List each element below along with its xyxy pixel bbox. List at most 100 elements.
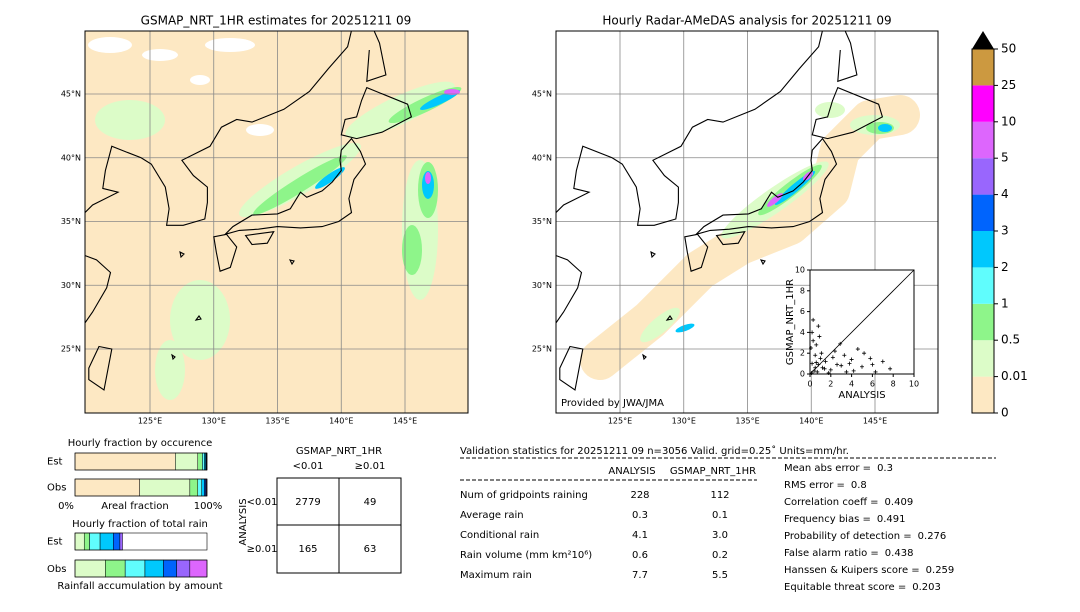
map-shape: [95, 100, 165, 140]
y-tick-label: 2: [800, 349, 805, 358]
scatter-point: [809, 346, 814, 350]
scatter-point: [826, 370, 831, 375]
colorbar-segment: [972, 85, 994, 122]
x-tick-label: 2: [828, 380, 833, 389]
scatter-point: [862, 351, 867, 356]
fraction-segment: [201, 478, 205, 497]
scatter-point: [832, 349, 837, 354]
row-label: Est: [47, 537, 63, 548]
colorbar-label: 50: [1001, 42, 1016, 56]
contingency-table: GSMAP_NRT_1HR <0.01 ≥0.01 ANALYSIS <0.01…: [238, 446, 402, 574]
score-value: 0.438: [885, 548, 914, 559]
fraction-segment: [113, 532, 121, 551]
map-title: GSMAP_NRT_1HR estimates for 20251211 09: [141, 14, 412, 28]
scatter-point: [815, 369, 820, 374]
score: Correlation coeff = 0.409: [784, 497, 913, 508]
map-shape: [85, 31, 468, 413]
x-tick-label: 6: [870, 380, 875, 389]
score-value: 0.409: [885, 497, 914, 508]
scatter-point: [812, 368, 817, 373]
scatter-point: [880, 359, 885, 364]
map-shape: [253, 155, 347, 215]
row-label: Obs: [47, 564, 66, 575]
lon-label: 125°E: [138, 417, 162, 426]
fraction-segment: [99, 532, 114, 551]
panel-title: Hourly fraction of total rain: [72, 519, 208, 530]
map-shape: [444, 89, 460, 95]
scatter-point: [820, 365, 825, 370]
row-value: 112: [710, 490, 729, 501]
map-left: [84, 30, 469, 414]
colorbar-segment: [972, 303, 994, 341]
lon-label: 135°E: [735, 417, 759, 426]
x-tick-label: 10: [909, 380, 919, 389]
column-header: ≥0.01: [355, 461, 386, 472]
fraction-segment: [197, 452, 203, 471]
lat-label: 45°N: [532, 90, 552, 99]
scatter-point: [830, 355, 835, 360]
scatter-point: [870, 362, 875, 367]
row-value: 3.0: [712, 530, 728, 541]
lat-label: 25°N: [532, 345, 552, 354]
scatter-point: [818, 356, 823, 361]
scatter-point: [842, 353, 847, 358]
y-tick-label: 10: [795, 266, 805, 275]
row-value: 228: [630, 490, 649, 501]
fraction-segment: [202, 452, 205, 471]
colorbar-segment: [972, 267, 994, 304]
score: Probability of detection = 0.276: [784, 531, 946, 542]
x-tick-label: 0: [807, 380, 812, 389]
colorbar-label: 0.01: [1001, 369, 1028, 383]
axis-label: 100%: [194, 501, 223, 512]
table-title: GSMAP_NRT_1HR: [296, 446, 382, 457]
map-shape: [419, 90, 461, 110]
score-label: Probability of detection =: [784, 531, 912, 542]
score: Equitable threat score = 0.203: [784, 582, 941, 593]
scatter-point: [835, 362, 840, 367]
map-right: Provided by JWA/JMA ANALYSIS GSMAP_NRT_1…: [555, 30, 939, 414]
colorbar-label: 0: [1001, 406, 1009, 420]
scatter-point: [817, 334, 822, 339]
score-value: 0.259: [926, 565, 955, 576]
bar-frame: [74, 452, 208, 471]
scatter-point: [860, 364, 864, 369]
scatter-point: [823, 359, 828, 364]
fraction-segment: [74, 452, 176, 471]
score-label: Frequency bias =: [784, 514, 871, 525]
lon-label: 130°E: [202, 417, 226, 426]
x-tick-label: 4: [849, 380, 854, 389]
scatter-point: [849, 357, 854, 362]
colorbar-extend: [972, 31, 994, 49]
lat-label: 40°N: [61, 153, 81, 162]
colorbar-segment: [972, 231, 994, 268]
row-value: 0.2: [712, 550, 728, 561]
credit: Provided by JWA/JMA: [561, 398, 664, 409]
bar-frame: [74, 532, 208, 551]
scatter-point: [839, 363, 844, 368]
colorbar-label: 2: [1001, 260, 1009, 274]
map-shape: [142, 49, 178, 61]
map-shape: [556, 31, 938, 413]
row-title: ANALYSIS: [238, 498, 249, 545]
fraction-segment: [175, 452, 199, 471]
score: False alarm ratio = 0.438: [784, 548, 913, 559]
lon-label: 130°E: [672, 417, 696, 426]
row-label: Obs: [47, 483, 66, 494]
axis-label: 0%: [58, 501, 74, 512]
fraction-segment: [197, 478, 202, 497]
scores: Mean abs error = 0.3 RMS error = 0.8 Correla…: [784, 463, 954, 593]
score: RMS error = 0.8: [784, 480, 867, 491]
map-shape: [315, 167, 345, 189]
map-frame: [84, 30, 469, 414]
scatter-point: [810, 330, 815, 335]
fraction-segment: [74, 559, 106, 578]
fraction-segment: [119, 532, 123, 551]
y-tick-label: 4: [800, 328, 805, 337]
fraction-panel: Hourly fraction by occurence Hourly frac…: [47, 438, 223, 592]
row-value: 0.3: [632, 510, 648, 521]
colorbar-label: 5: [1001, 151, 1009, 165]
row-value: 4.1: [632, 530, 648, 541]
scatter-point: [828, 367, 833, 372]
